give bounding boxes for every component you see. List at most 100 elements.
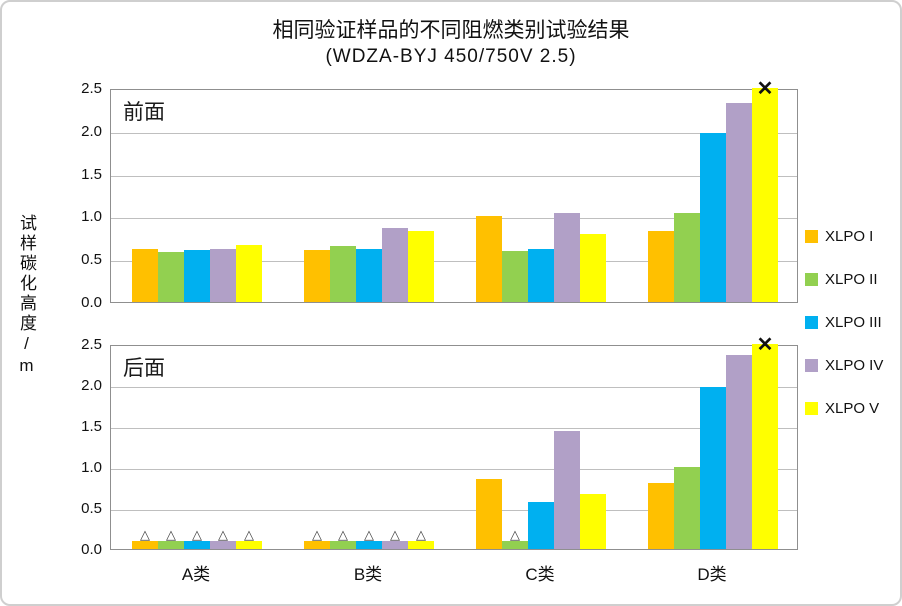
bar [210, 248, 236, 302]
bar [502, 540, 528, 549]
y-tick-label: 1.0 [81, 208, 102, 226]
legend-label: XLPO I [825, 228, 874, 245]
legend-swatch [805, 316, 818, 329]
triangle-marker: △ [192, 526, 202, 542]
triangle-marker: △ [364, 526, 374, 542]
bar [184, 249, 210, 302]
bar [554, 430, 580, 549]
bar [132, 540, 158, 549]
bar [648, 483, 674, 549]
bar [554, 212, 580, 302]
bar [700, 387, 726, 549]
bar [752, 88, 778, 302]
legend-item: XLPO V [805, 400, 883, 417]
bar [304, 540, 330, 549]
gridline [111, 428, 797, 429]
bar [236, 244, 262, 302]
bar [304, 249, 330, 302]
category-label: C类 [525, 565, 555, 584]
y-tick-label: 1.5 [81, 165, 102, 183]
triangle-marker: △ [244, 526, 254, 542]
y-axis-title: 试样碳化高度/m [17, 214, 36, 378]
bar [408, 540, 434, 549]
bar [236, 540, 262, 549]
bar [726, 102, 752, 302]
legend-item: XLPO IV [805, 357, 883, 374]
category-label: B类 [353, 565, 383, 584]
bar [528, 248, 554, 302]
bar [158, 540, 184, 549]
gridline [111, 510, 797, 511]
bar [408, 230, 434, 302]
y-tick-label: 2.5 [81, 336, 102, 353]
legend-label: XLPO III [825, 314, 882, 331]
legend-label: XLPO IV [825, 357, 884, 374]
x-over-marker: ✕ [756, 334, 774, 356]
legend-swatch [805, 230, 818, 243]
x-over-marker: ✕ [756, 78, 774, 100]
bar [502, 250, 528, 302]
bar [132, 248, 158, 302]
y-tick-label: 0.5 [81, 500, 102, 517]
triangle-marker: △ [416, 526, 426, 542]
y-tick-label: 0.0 [81, 294, 102, 311]
panel-label: 前面 [123, 101, 165, 124]
bar [158, 251, 184, 302]
triangle-marker: △ [218, 526, 228, 542]
bar [184, 540, 210, 549]
bar [674, 467, 700, 549]
legend-label: XLPO V [825, 400, 880, 417]
legend-item: XLPO III [805, 314, 883, 331]
y-tick-label: 1.0 [81, 459, 102, 476]
chart-title: 相同验证样品的不同阻燃类别试验结果 [272, 19, 630, 42]
plot-panel-front: 前面 ✕ [110, 79, 798, 303]
triangle-marker: △ [510, 526, 520, 542]
bar [700, 133, 726, 302]
panel-label: 后面 [123, 357, 165, 380]
legend: XLPO I XLPO II XLPO III XLPO IV XLPO V [805, 228, 883, 443]
bar [356, 248, 382, 302]
chart-subtitle: (WDZA-BYJ 450/750V 2.5) [325, 46, 577, 67]
gridline [111, 261, 797, 263]
triangle-marker: △ [312, 526, 322, 542]
legend-item: XLPO II [805, 271, 883, 288]
bar [330, 540, 356, 549]
gridline [111, 387, 797, 388]
gridline [111, 175, 797, 177]
legend-item: XLPO I [805, 228, 883, 245]
category-label: D类 [697, 565, 727, 584]
gridline [111, 132, 797, 134]
category-label: A类 [181, 565, 211, 584]
y-tick-label: 0.5 [81, 251, 102, 269]
y-tick-label: 2.5 [81, 80, 102, 97]
legend-swatch [805, 359, 818, 372]
bar [382, 540, 408, 549]
legend-swatch [805, 273, 818, 286]
y-tick-label: 2.0 [81, 377, 102, 394]
bar [580, 234, 606, 302]
triangle-marker: △ [140, 526, 150, 542]
legend-label: XLPO II [825, 271, 878, 288]
y-tick-label: 1.5 [81, 418, 102, 435]
bar [648, 230, 674, 302]
bar [476, 216, 502, 302]
bar [356, 540, 382, 549]
bar [476, 479, 502, 549]
gridline [111, 218, 797, 220]
legend-swatch [805, 402, 818, 415]
bar [330, 246, 356, 302]
bar [580, 494, 606, 549]
y-tick-label: 0.0 [81, 541, 102, 558]
gridline [111, 469, 797, 470]
triangle-marker: △ [166, 526, 176, 542]
y-tick-label: 2.0 [81, 122, 102, 140]
plot-panel-back: 后面 △ △ △ △ △ △ △ △ △ △ △ ✕ [110, 335, 798, 550]
bar [752, 344, 778, 549]
bar [210, 540, 236, 549]
bar [382, 227, 408, 302]
bar [726, 355, 752, 549]
bar [674, 212, 700, 302]
bar [528, 502, 554, 549]
triangle-marker: △ [338, 526, 348, 542]
